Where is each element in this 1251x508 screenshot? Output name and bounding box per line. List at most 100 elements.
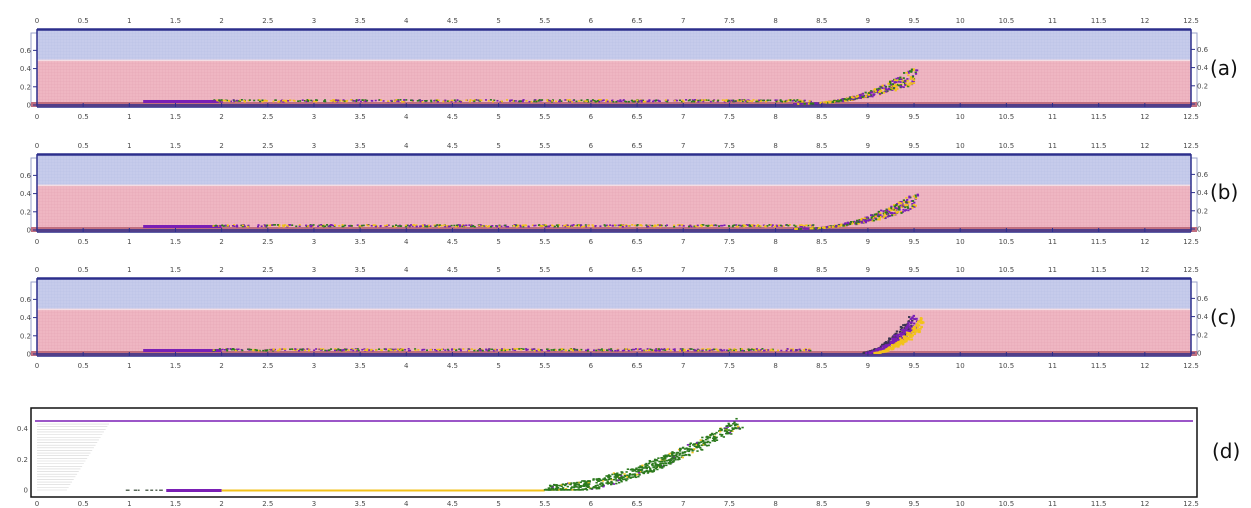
particle — [315, 99, 318, 101]
particle — [301, 99, 304, 102]
particle — [694, 225, 697, 227]
particle — [372, 224, 375, 226]
particle — [543, 224, 546, 226]
particle — [495, 349, 498, 351]
particle — [657, 349, 660, 351]
particle — [769, 349, 772, 352]
y-tick-label-right: 0.6 — [1197, 171, 1209, 179]
front-particle — [731, 427, 734, 429]
front-particle — [595, 478, 598, 480]
front-particle — [918, 330, 921, 333]
front-particle — [677, 457, 681, 459]
particle — [305, 100, 308, 103]
x-tick-label: 2 — [219, 142, 223, 150]
front-particle — [896, 335, 900, 338]
x-tick-label: 2.5 — [262, 17, 273, 25]
front-particle — [588, 480, 592, 482]
front-particle — [588, 486, 591, 489]
particle — [339, 99, 342, 102]
particle — [572, 99, 575, 102]
particle — [335, 99, 338, 101]
front-particle — [610, 478, 613, 481]
front-particle — [548, 484, 552, 487]
front-particle — [688, 443, 692, 446]
front-particle — [909, 328, 913, 331]
front-particle — [890, 86, 893, 89]
front-particle — [901, 332, 904, 335]
front-particle — [649, 467, 652, 470]
particle — [595, 349, 598, 352]
particle — [361, 224, 364, 227]
particle — [513, 224, 516, 226]
front-particle — [812, 227, 815, 230]
front-particle — [907, 329, 910, 332]
front-particle — [859, 94, 863, 96]
front-particle — [652, 460, 655, 463]
front-particle — [660, 460, 664, 463]
particle — [573, 348, 576, 351]
front-particle — [634, 468, 637, 471]
front-particle — [734, 423, 737, 425]
particle — [631, 224, 634, 226]
front-particle — [881, 84, 884, 87]
x-tick-label: 0 — [35, 142, 39, 150]
front-particle — [840, 224, 843, 227]
front-particle — [622, 478, 625, 481]
particle — [237, 348, 240, 351]
front-particle — [908, 84, 911, 87]
front-particle — [595, 479, 599, 481]
front-particle — [671, 451, 674, 453]
particle — [764, 225, 767, 228]
front-particle — [828, 226, 831, 228]
front-particle — [549, 489, 552, 491]
particle — [709, 100, 712, 103]
particle — [710, 349, 713, 352]
particle — [802, 224, 805, 227]
particle — [746, 224, 749, 227]
particle — [378, 99, 381, 101]
front-particle — [846, 221, 849, 224]
particle — [322, 348, 325, 350]
particle — [500, 349, 503, 352]
front-particle — [873, 93, 876, 96]
particle — [295, 225, 298, 228]
particle — [791, 100, 794, 102]
x-tick-label: 10.5 — [999, 500, 1015, 508]
front-particle — [565, 489, 568, 491]
particle — [293, 100, 296, 102]
particle — [374, 99, 377, 102]
particle — [744, 100, 747, 102]
front-particle — [720, 428, 723, 431]
particle — [335, 349, 338, 351]
x-tick-label: 5.5 — [539, 362, 550, 370]
front-particle — [906, 78, 909, 80]
particle — [274, 99, 277, 101]
x-tick-label: 0 — [35, 266, 39, 274]
front-particle — [620, 472, 624, 474]
front-particle — [557, 489, 560, 491]
particle — [453, 224, 456, 227]
particle — [800, 224, 803, 226]
front-particle — [864, 91, 867, 94]
purple-deposit — [143, 100, 222, 103]
particle — [231, 225, 234, 227]
particle — [386, 224, 389, 227]
front-particle — [893, 341, 897, 344]
particle — [775, 100, 778, 103]
particle — [334, 348, 337, 350]
front-particle — [890, 205, 893, 208]
particle — [450, 99, 453, 102]
x-tick-label: 7 — [681, 500, 685, 508]
particle — [296, 348, 299, 351]
front-particle — [620, 480, 623, 483]
particle — [278, 224, 281, 226]
front-particle — [639, 466, 642, 469]
particle — [352, 100, 355, 102]
front-particle — [882, 210, 885, 213]
particle — [690, 225, 693, 228]
x-tick-label: 11.5 — [1091, 266, 1107, 274]
particle — [297, 349, 300, 352]
front-particle — [904, 206, 907, 209]
x-tick-label: 12.5 — [1183, 17, 1199, 25]
particle — [733, 348, 736, 350]
